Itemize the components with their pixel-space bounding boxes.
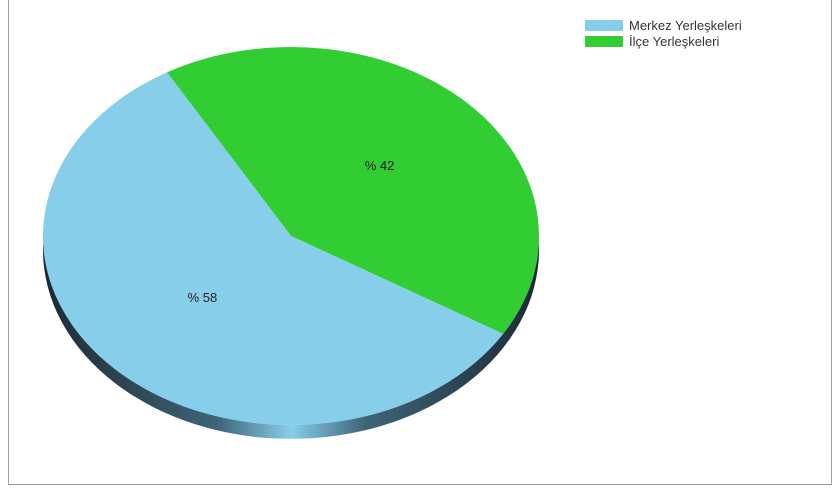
pie-chart: % 42 % 58 [42,47,539,439]
chart-frame: % 42 % 58 Merkez Yerleşkeleri İlçe Yerleş… [8,0,832,485]
pie-slice-merkez[interactable] [42,72,504,425]
pie-data-labels: % 42 % 58 [188,158,395,305]
legend-item-ilce[interactable]: İlçe Yerleşkeleri [585,33,742,49]
legend-item-merkez[interactable]: Merkez Yerleşkeleri [585,17,742,33]
pie-slice-ilce[interactable] [167,47,539,334]
pie-label-merkez: % 58 [188,290,218,305]
legend-label-merkez: Merkez Yerleşkeleri [629,17,742,33]
pie-slices [42,47,539,425]
legend-swatch-ilce [585,35,623,47]
legend-label-ilce: İlçe Yerleşkeleri [629,33,720,49]
pie-label-ilce: % 42 [365,158,395,173]
legend: Merkez Yerleşkeleri İlçe Yerleşkeleri [585,17,742,49]
legend-swatch-merkez [585,19,623,31]
